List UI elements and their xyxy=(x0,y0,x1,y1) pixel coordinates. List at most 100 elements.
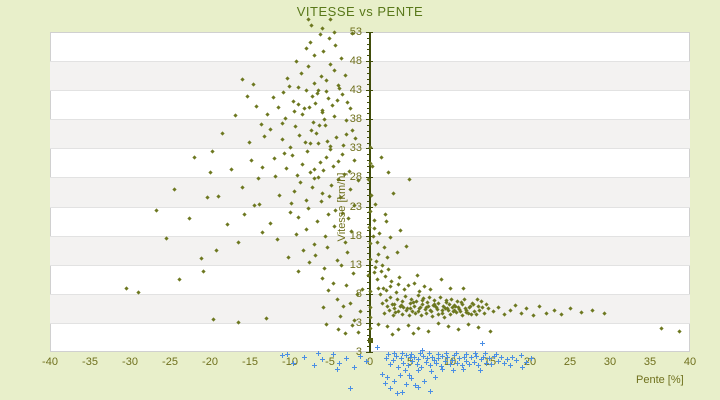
data-point-vitesse-vs-pente xyxy=(323,321,329,327)
y-major-tick xyxy=(366,119,373,120)
data-point-serie-bleue-basse xyxy=(347,385,353,391)
y-major-tick xyxy=(366,90,373,91)
data-point-serie-bleue-basse xyxy=(482,350,488,356)
y-major-tick xyxy=(366,32,373,33)
y-minor-tick xyxy=(367,230,370,231)
data-point-serie-bleue-basse xyxy=(477,367,483,373)
y-minor-tick xyxy=(367,84,370,85)
data-point-serie-bleue-basse xyxy=(363,359,369,365)
y-minor-tick xyxy=(367,201,370,202)
y-minor-tick xyxy=(367,79,370,80)
data-point-vitesse-vs-pente xyxy=(315,141,321,146)
data-point-serie-bleue-basse xyxy=(498,355,504,361)
data-point-vitesse-vs-pente xyxy=(295,269,301,274)
y-minor-tick xyxy=(367,317,370,318)
y-minor-tick xyxy=(367,172,370,173)
x-tick-label: -40 xyxy=(42,356,58,368)
zero-square-marker xyxy=(368,338,373,344)
y-tick-label: 38 xyxy=(349,113,362,126)
data-point-vitesse-vs-pente xyxy=(123,285,129,291)
data-point-serie-bleue-basse xyxy=(396,364,402,370)
data-point-serie-bleue-basse xyxy=(406,373,412,379)
data-point-serie-bleue-basse xyxy=(433,374,439,380)
data-point-vitesse-vs-pente xyxy=(327,61,333,67)
data-point-serie-bleue-basse xyxy=(409,351,415,357)
data-point-serie-bleue-basse xyxy=(421,353,427,359)
y-minor-tick xyxy=(367,108,370,109)
data-point-serie-bleue-basse xyxy=(518,352,524,358)
data-point-serie-bleue-basse xyxy=(417,351,423,357)
y-minor-tick xyxy=(367,282,370,283)
data-point-serie-bleue-basse xyxy=(507,363,513,369)
data-point-serie-bleue-basse xyxy=(509,354,515,360)
y-minor-tick xyxy=(367,137,370,138)
data-point-serie-bleue-basse xyxy=(461,366,467,372)
data-point-serie-bleue-basse xyxy=(387,362,393,368)
data-point-serie-bleue-basse xyxy=(426,350,432,356)
data-point-serie-bleue-basse xyxy=(513,358,519,364)
x-tick-label: 25 xyxy=(563,356,577,368)
data-point-serie-bleue-basse xyxy=(438,364,444,370)
x-tick-label: -25 xyxy=(162,356,178,368)
y-major-tick xyxy=(366,265,373,266)
y-minor-tick xyxy=(367,131,370,132)
data-point-serie-bleue-basse xyxy=(442,359,448,365)
y-tick-label: 3 xyxy=(355,346,362,358)
y-minor-tick xyxy=(367,67,370,68)
data-point-vitesse-vs-pente xyxy=(371,225,377,231)
y-minor-tick xyxy=(367,288,370,289)
x-tick-label: -15 xyxy=(242,356,258,368)
data-point-serie-bleue-basse xyxy=(440,354,446,360)
data-point-serie-bleue-basse xyxy=(435,351,441,357)
x-tick-label: 0 xyxy=(366,356,374,368)
data-point-serie-bleue-basse xyxy=(481,354,487,360)
y-major-tick xyxy=(366,207,373,208)
data-point-serie-bleue-basse xyxy=(337,361,343,367)
y-minor-tick xyxy=(367,305,370,306)
data-point-vitesse-vs-pente xyxy=(327,17,333,22)
data-point-serie-bleue-basse xyxy=(398,356,404,362)
y-minor-tick xyxy=(367,102,370,103)
y-minor-tick xyxy=(367,38,370,39)
y-minor-tick xyxy=(367,247,370,248)
data-point-serie-bleue-basse xyxy=(457,356,463,362)
y-minor-tick xyxy=(367,143,370,144)
y-minor-tick xyxy=(367,224,370,225)
data-point-serie-bleue-basse xyxy=(394,391,400,397)
y-zero-axis-line xyxy=(369,32,371,352)
data-point-serie-bleue-basse xyxy=(447,362,453,368)
y-minor-tick xyxy=(367,44,370,45)
data-point-serie-bleue-basse xyxy=(489,362,495,368)
y-major-tick xyxy=(366,236,373,237)
data-point-serie-bleue-basse xyxy=(379,371,385,377)
data-point-serie-bleue-basse xyxy=(427,389,433,395)
data-point-serie-bleue-basse xyxy=(445,355,451,361)
data-point-serie-bleue-basse xyxy=(420,347,426,353)
data-point-serie-bleue-basse xyxy=(415,367,421,373)
x-tick-label: -35 xyxy=(82,356,98,368)
data-point-serie-bleue-basse xyxy=(382,380,388,386)
chart-title: VITESSE vs PENTE xyxy=(296,4,424,19)
data-point-serie-bleue-basse xyxy=(469,355,475,361)
data-point-serie-bleue-basse xyxy=(453,350,459,356)
y-minor-tick xyxy=(367,125,370,126)
data-point-serie-bleue-basse xyxy=(429,354,435,360)
data-point-serie-bleue-basse xyxy=(463,351,469,357)
data-point-serie-bleue-basse xyxy=(413,383,419,389)
data-point-serie-bleue-basse xyxy=(357,354,363,360)
data-point-serie-bleue-basse xyxy=(315,350,321,356)
data-point-vitesse-vs-pente xyxy=(351,157,357,163)
data-point-vitesse-vs-pente xyxy=(487,328,493,334)
data-point-serie-bleue-basse xyxy=(399,350,405,356)
y-major-tick xyxy=(366,323,373,324)
y-tick-label: 23 xyxy=(349,200,362,213)
data-point-serie-bleue-basse xyxy=(449,357,455,363)
data-point-serie-bleue-basse xyxy=(423,359,429,365)
data-point-serie-bleue-basse xyxy=(393,354,399,360)
data-point-vitesse-vs-pente xyxy=(323,154,329,160)
data-point-vitesse-vs-pente xyxy=(319,26,325,31)
data-point-serie-bleue-basse xyxy=(405,363,411,369)
x-tick-label: -5 xyxy=(325,356,335,368)
data-point-serie-bleue-basse xyxy=(384,355,390,361)
data-point-serie-bleue-basse xyxy=(407,355,413,361)
